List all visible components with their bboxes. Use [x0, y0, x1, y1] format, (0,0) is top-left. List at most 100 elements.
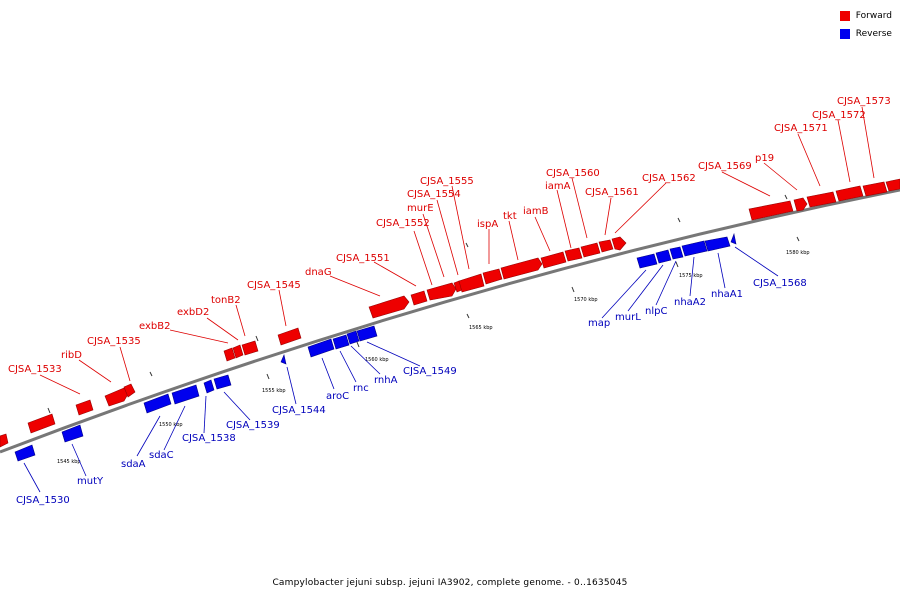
gene-label[interactable]: sdaC: [149, 450, 174, 461]
reverse-gene[interactable]: [171, 384, 200, 405]
gene-label[interactable]: exbB2: [139, 321, 170, 332]
legend-label-reverse: Reverse: [855, 29, 892, 39]
forward-gene[interactable]: [862, 181, 888, 197]
forward-leaders: [39, 106, 875, 395]
gene-label[interactable]: CJSA_1533: [8, 364, 62, 375]
reverse-gene[interactable]: [307, 338, 335, 358]
reverse-gene[interactable]: [655, 249, 672, 264]
gene-label[interactable]: CJSA_1560: [546, 168, 600, 179]
reverse-gene[interactable]: [14, 444, 36, 462]
forward-gene[interactable]: [426, 282, 457, 301]
reverse-gene[interactable]: [332, 334, 350, 350]
gene-label[interactable]: mutY: [77, 476, 104, 487]
gene-label[interactable]: CJSA_1544: [272, 405, 326, 416]
gene-label[interactable]: murE: [407, 203, 434, 214]
reverse-gene[interactable]: [730, 232, 737, 245]
reverse-gene[interactable]: [681, 240, 708, 257]
forward-gene[interactable]: [482, 268, 503, 285]
scale-markers: [47, 194, 800, 414]
gene-label[interactable]: CJSA_1530: [16, 495, 70, 506]
gene-label[interactable]: iamA: [545, 181, 571, 192]
gene-label[interactable]: CJSA_1538: [182, 433, 236, 444]
forward-gene[interactable]: [232, 344, 244, 359]
tick-label: 1555 kbp: [262, 388, 286, 394]
gene-label[interactable]: CJSA_1554: [407, 189, 461, 200]
forward-gene[interactable]: [27, 413, 56, 434]
gene-label[interactable]: CJSA_1571: [774, 123, 828, 134]
forward-gene[interactable]: [793, 197, 808, 212]
gene-label[interactable]: CJSA_1549: [403, 366, 457, 377]
gene-label[interactable]: dnaG: [305, 267, 332, 278]
forward-gene[interactable]: [835, 185, 864, 202]
forward-gene[interactable]: [564, 247, 583, 262]
gene-label[interactable]: aroC: [326, 391, 349, 402]
forward-gene[interactable]: [0, 433, 9, 448]
gene-label[interactable]: CJSA_1562: [642, 173, 696, 184]
forward-gene[interactable]: [580, 242, 601, 258]
reverse-gene[interactable]: [704, 236, 731, 252]
gene-label[interactable]: ispA: [477, 219, 498, 230]
gene-label[interactable]: CJSA_1561: [585, 187, 639, 198]
forward-gene[interactable]: [223, 347, 236, 362]
tick-label: 1570 kbp: [574, 297, 598, 303]
forward-gene[interactable]: [104, 387, 129, 407]
gene-label[interactable]: murL: [615, 312, 641, 323]
forward-gene[interactable]: [885, 178, 900, 192]
reverse-gene[interactable]: [636, 253, 658, 269]
gene-label[interactable]: sdaA: [121, 459, 146, 470]
gene-label[interactable]: CJSA_1555: [420, 176, 474, 187]
legend-item-reverse: Reverse: [839, 27, 892, 41]
forward-genes: [0, 178, 900, 448]
tick-label: 1545 kbp: [57, 459, 81, 465]
reverse-gene[interactable]: [143, 393, 172, 414]
gene-label[interactable]: iamB: [523, 206, 549, 217]
reverse-gene[interactable]: [669, 246, 684, 260]
gene-label[interactable]: CJSA_1568: [753, 278, 807, 289]
gene-label[interactable]: rnhA: [374, 375, 398, 386]
gene-label[interactable]: CJSA_1539: [226, 420, 280, 431]
gene-label[interactable]: tonB2: [211, 295, 241, 306]
gene-label[interactable]: CJSA_1572: [812, 110, 866, 121]
forward-gene[interactable]: [368, 295, 410, 319]
gene-label[interactable]: map: [588, 318, 610, 329]
gene-label[interactable]: exbD2: [177, 307, 209, 318]
reverse-gene[interactable]: [346, 330, 360, 345]
forward-gene[interactable]: [458, 273, 485, 293]
forward-gene[interactable]: [410, 290, 428, 306]
forward-gene[interactable]: [540, 251, 567, 269]
gene-label[interactable]: CJSA_1551: [336, 253, 390, 264]
gene-label[interactable]: tkt: [503, 211, 517, 222]
forward-gene[interactable]: [241, 340, 259, 356]
forward-gene[interactable]: [500, 257, 543, 280]
gene-label[interactable]: ribD: [61, 350, 82, 361]
forward-gene[interactable]: [748, 200, 794, 221]
forward-gene[interactable]: [598, 239, 614, 253]
reverse-gene[interactable]: [203, 379, 215, 394]
tick-label: 1560 kbp: [365, 357, 389, 363]
legend-label-forward: Forward: [855, 11, 892, 21]
tick-label: 1580 kbp: [786, 250, 810, 256]
gene-label[interactable]: CJSA_1535: [87, 336, 141, 347]
gene-label[interactable]: CJSA_1545: [247, 280, 301, 291]
reverse-leaders: [23, 246, 779, 493]
gene-label[interactable]: nhaA1: [711, 289, 743, 300]
forward-gene[interactable]: [75, 399, 94, 416]
gene-label[interactable]: CJSA_1573: [837, 96, 891, 107]
reverse-swatch: [839, 29, 850, 39]
reverse-gene[interactable]: [280, 354, 287, 365]
forward-gene[interactable]: [611, 236, 627, 251]
reverse-gene[interactable]: [61, 424, 84, 443]
forward-gene[interactable]: [123, 383, 136, 398]
forward-gene[interactable]: [806, 191, 837, 208]
reverse-gene[interactable]: [213, 374, 232, 390]
gene-label[interactable]: CJSA_1552: [376, 218, 430, 229]
forward-gene[interactable]: [277, 327, 302, 346]
gene-label[interactable]: nhaA2: [674, 297, 706, 308]
gene-label[interactable]: CJSA_1569: [698, 161, 752, 172]
gene-label[interactable]: p19: [755, 153, 774, 164]
gene-label[interactable]: nlpC: [645, 306, 667, 317]
reverse-gene[interactable]: [356, 325, 378, 342]
genome-caption: Campylobacter jejuni subsp. jejuni IA390…: [272, 578, 628, 588]
gene-label[interactable]: rnc: [353, 383, 369, 394]
